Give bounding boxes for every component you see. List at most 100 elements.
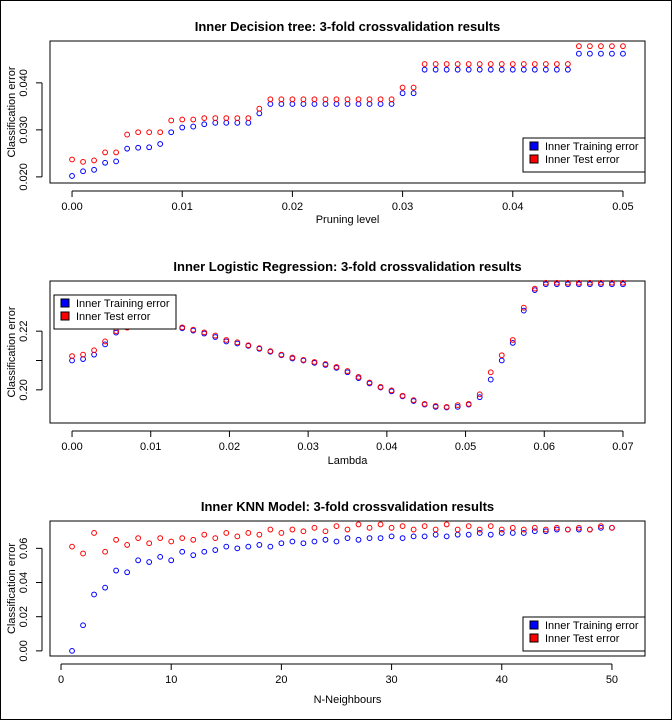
y-axis-label: Classification error bbox=[6, 543, 18, 634]
data-point bbox=[190, 536, 197, 543]
x-tick-label: 0.04 bbox=[502, 201, 523, 213]
data-point bbox=[587, 43, 593, 50]
data-point bbox=[487, 369, 494, 376]
x-tick-label: 0.07 bbox=[612, 441, 633, 453]
data-point bbox=[520, 61, 527, 67]
data-point bbox=[531, 66, 538, 73]
data-point bbox=[168, 538, 175, 545]
data-point bbox=[256, 531, 263, 538]
data-point bbox=[520, 530, 527, 536]
data-point bbox=[157, 141, 164, 147]
x-tick-label: 10 bbox=[165, 674, 177, 686]
data-point bbox=[245, 543, 252, 550]
data-point bbox=[553, 524, 560, 531]
data-point bbox=[289, 538, 296, 545]
data-point bbox=[113, 158, 120, 165]
data-point bbox=[311, 96, 318, 103]
data-point bbox=[575, 50, 582, 57]
data-point bbox=[157, 535, 164, 541]
y-tick-label: 0.040 bbox=[18, 69, 30, 97]
data-point bbox=[311, 524, 318, 531]
data-point bbox=[410, 84, 417, 91]
data-point bbox=[498, 530, 505, 536]
data-point bbox=[487, 523, 494, 530]
data-point bbox=[598, 524, 604, 531]
data-point bbox=[542, 61, 549, 67]
data-point bbox=[564, 66, 571, 73]
data-point bbox=[454, 66, 461, 73]
data-point bbox=[102, 149, 108, 156]
data-point bbox=[157, 129, 164, 136]
data-point bbox=[443, 521, 450, 528]
x-axis: 0.00 0.01 0.02 0.03 0.04 0.05 bbox=[61, 190, 634, 213]
data-point bbox=[190, 552, 197, 559]
plot-area bbox=[49, 280, 646, 424]
data-point bbox=[509, 66, 516, 73]
data-point bbox=[564, 279, 571, 286]
legend-swatch bbox=[529, 141, 539, 151]
data-point bbox=[355, 521, 362, 528]
legend-swatch bbox=[529, 620, 539, 630]
data-point bbox=[598, 279, 604, 286]
series-test-error bbox=[69, 521, 615, 557]
legend-label: Inner Training error bbox=[76, 298, 170, 310]
data-point bbox=[410, 533, 417, 540]
data-point bbox=[399, 523, 406, 530]
x-tick-label: 0.02 bbox=[282, 201, 303, 213]
data-point bbox=[377, 384, 384, 390]
x-tick-label: 0.00 bbox=[61, 201, 82, 213]
data-point bbox=[564, 61, 571, 67]
data-point bbox=[587, 279, 593, 286]
x-tick-label: 0.03 bbox=[392, 201, 413, 213]
data-point bbox=[620, 279, 626, 286]
legend-label: Inner Training error bbox=[545, 620, 639, 632]
data-point bbox=[168, 129, 175, 136]
data-point bbox=[278, 96, 285, 103]
data-point bbox=[476, 61, 483, 67]
data-point bbox=[91, 166, 97, 173]
data-point bbox=[245, 342, 252, 349]
data-point bbox=[553, 66, 560, 73]
data-point bbox=[135, 557, 142, 564]
data-point bbox=[256, 345, 263, 352]
data-point bbox=[432, 61, 439, 67]
data-point bbox=[234, 545, 241, 552]
x-tick-label: 20 bbox=[275, 674, 287, 686]
data-point bbox=[399, 84, 406, 91]
chart-title: Inner KNN Model: 3-fold crossvalidation … bbox=[201, 499, 494, 514]
data-point bbox=[609, 50, 615, 57]
data-point bbox=[454, 402, 461, 409]
data-point bbox=[190, 123, 197, 130]
legend-label: Inner Training error bbox=[545, 141, 639, 153]
data-point bbox=[498, 66, 505, 73]
data-point bbox=[553, 279, 560, 286]
data-point bbox=[410, 526, 417, 533]
data-point bbox=[344, 526, 351, 533]
data-point bbox=[201, 531, 208, 538]
data-point bbox=[234, 533, 241, 540]
data-point bbox=[69, 353, 75, 360]
data-point bbox=[135, 129, 142, 136]
x-axis: 0 10 20 30 40 50 bbox=[58, 663, 618, 686]
data-point bbox=[102, 338, 108, 345]
series-test-error bbox=[69, 43, 626, 165]
data-point bbox=[476, 394, 483, 401]
data-point bbox=[91, 347, 97, 354]
data-point bbox=[278, 540, 285, 547]
data-point bbox=[179, 124, 186, 131]
data-point bbox=[69, 173, 75, 179]
data-point bbox=[234, 115, 241, 122]
y-tick-label: 0.030 bbox=[18, 116, 30, 144]
data-point bbox=[344, 535, 351, 541]
data-point bbox=[80, 550, 86, 557]
data-point bbox=[267, 543, 274, 550]
data-point bbox=[300, 96, 307, 103]
data-point bbox=[366, 379, 373, 386]
data-point bbox=[454, 61, 461, 67]
data-point bbox=[575, 279, 582, 286]
data-point bbox=[212, 332, 219, 339]
data-point bbox=[509, 61, 516, 67]
data-point bbox=[487, 66, 494, 73]
